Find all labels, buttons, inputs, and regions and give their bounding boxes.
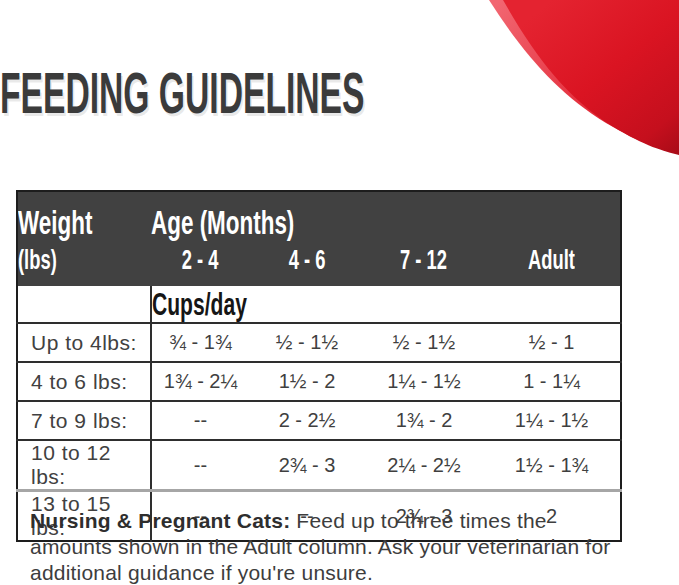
weight-range-label: 7 to 9 lbs:	[17, 401, 151, 440]
cups-value: 1½ - 1¾	[483, 440, 621, 491]
col-header-2-4-label: 2 - 4	[182, 247, 219, 274]
col-header-7-12-label: 7 - 12	[401, 247, 448, 274]
cups-value: 1 - 1¼	[483, 362, 621, 401]
weight-header-cell: Weight	[17, 191, 151, 247]
cups-value: 1½ - 2	[249, 362, 365, 401]
page-title: FEEDING GUIDELINES	[0, 64, 364, 122]
cups-value: 1¼ - 1½	[365, 362, 483, 401]
col-header-adult-label: Adult	[528, 247, 575, 274]
swoosh-highlight-path	[489, 0, 679, 153]
cups-value: 1¼ - 1½	[483, 401, 621, 440]
feeding-guidelines-table: Weight Age (Months) (lbs) 2 - 4 4 - 6 7 …	[16, 190, 622, 542]
cups-value: 2¼ - 2½	[365, 440, 483, 491]
col-header-2-4: 2 - 4	[151, 247, 249, 286]
weight-range-label: 4 to 6 lbs:	[17, 362, 151, 401]
table-body: Cups/day Up to 4lbs: ¾ - 1¾ ½ - 1½ ½ - 1…	[17, 286, 621, 541]
cups-value: --	[151, 440, 249, 491]
cups-value: ½ - 1½	[365, 323, 483, 362]
header-row-columns: (lbs) 2 - 4 4 - 6 7 - 12 Adult	[17, 247, 621, 286]
age-months-header-label: Age (Months)	[151, 206, 294, 239]
page: FEEDING GUIDELINES Weight Age (Months) (…	[0, 0, 679, 585]
weight-range-label: 10 to 12 lbs:	[17, 440, 151, 491]
cups-value: 2¾ - 3	[249, 440, 365, 491]
units-row: Cups/day	[17, 286, 621, 323]
cups-value: ½ - 1½	[249, 323, 365, 362]
age-months-header-cell: Age (Months)	[151, 191, 621, 247]
swoosh-main-path	[503, 0, 679, 155]
lbs-header-cell: (lbs)	[17, 247, 151, 286]
cups-value: --	[151, 401, 249, 440]
col-header-adult: Adult	[483, 247, 621, 286]
cups-value: ½ - 1	[483, 323, 621, 362]
table-row: 10 to 12 lbs: -- 2¾ - 3 2¼ - 2½ 1½ - 1¾	[17, 440, 621, 491]
units-cell: Cups/day	[151, 286, 621, 323]
footnote: Nursing & Pregnant Cats: Feed up to thre…	[30, 508, 630, 585]
units-row-empty-cell	[17, 286, 151, 323]
cups-value: 2 - 2½	[249, 401, 365, 440]
table-header: Weight Age (Months) (lbs) 2 - 4 4 - 6 7 …	[17, 191, 621, 286]
weight-range-label: Up to 4lbs:	[17, 323, 151, 362]
table-row: 4 to 6 lbs: 1¾ - 2¼ 1½ - 2 1¼ - 1½ 1 - 1…	[17, 362, 621, 401]
footnote-bold-label: Nursing & Pregnant Cats:	[30, 509, 290, 532]
weight-header-label: Weight	[18, 206, 92, 239]
cups-value: 1¾ - 2¼	[151, 362, 249, 401]
col-header-4-6-label: 4 - 6	[289, 247, 326, 274]
units-label: Cups/day	[152, 289, 247, 320]
table-row: 7 to 9 lbs: -- 2 - 2½ 1¾ - 2 1¼ - 1½	[17, 401, 621, 440]
lbs-header-label: (lbs)	[18, 247, 57, 274]
table-row: Up to 4lbs: ¾ - 1¾ ½ - 1½ ½ - 1½ ½ - 1	[17, 323, 621, 362]
col-header-7-12: 7 - 12	[365, 247, 483, 286]
page-title-text: FEEDING GUIDELINES	[0, 60, 364, 125]
cups-value: 1¾ - 2	[365, 401, 483, 440]
header-row-top: Weight Age (Months)	[17, 191, 621, 247]
cups-value: ¾ - 1¾	[151, 323, 249, 362]
col-header-4-6: 4 - 6	[249, 247, 365, 286]
